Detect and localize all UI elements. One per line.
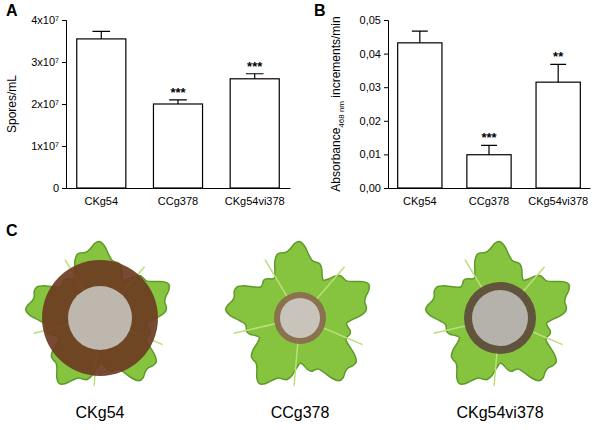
y-tick-label: 0,02 (360, 115, 381, 127)
y-tick-label: 0,05 (360, 14, 381, 26)
x-tick: CKg54 (403, 188, 437, 207)
y-axis-label-part: increments/min (329, 16, 343, 101)
lesion (42, 260, 158, 376)
x-tick-label: CKg54vi378 (528, 195, 588, 207)
bar (153, 104, 202, 188)
x-tick-label: CCg378 (469, 195, 509, 207)
y-tick-mark (384, 87, 388, 88)
y-tick-label: 0,04 (360, 48, 381, 60)
y-tick-label: 0,00 (360, 182, 381, 194)
x-axis: CKg54 CCg378 CKg54vi378 (67, 188, 291, 207)
error-bar (481, 145, 497, 154)
photo-label: CKg54vi378 (456, 404, 543, 421)
photo-label: CCg378 (271, 404, 330, 421)
significance: *** (170, 85, 186, 100)
y-tick-label: 1x10⁷ (31, 140, 59, 152)
lesion-center (280, 298, 320, 338)
plot-area (77, 31, 280, 188)
panel-1: B0,000,010,020,030,040,05CKg54CCg378CKg5… (314, 2, 591, 207)
x-axis: CKg54 CCg378 CKg54vi378 (389, 188, 591, 207)
x-tick-label: CCg378 (158, 195, 198, 207)
lesion (464, 282, 536, 354)
lesion-center (472, 290, 528, 346)
leaf-photo (226, 242, 370, 386)
significance: ** (553, 49, 564, 64)
x-tick: CKg54vi378 (225, 188, 285, 207)
bar (230, 79, 279, 188)
y-axis-line (384, 21, 389, 189)
y-axis-label-part: Absorbance (329, 127, 343, 191)
y-tick: 4x10⁷ (31, 14, 66, 26)
x-axis-line (389, 188, 591, 189)
panel-letter: B (314, 2, 326, 19)
x-tick-label: CKg54 (84, 195, 118, 207)
y-tick: 0,00 (360, 182, 388, 194)
bar (467, 155, 511, 188)
panel-letter: A (6, 2, 18, 19)
y-tick-mark (384, 121, 388, 122)
error-bar (412, 31, 428, 43)
y-axis-label: Spores/mL (5, 75, 19, 133)
y-tick-label: 0 (53, 182, 59, 194)
y-tick-mark (62, 146, 66, 147)
leaf (26, 242, 170, 385)
y-axis-line (62, 21, 67, 189)
y-tick-label: 2x10⁷ (31, 98, 59, 110)
y-tick: 0,03 (360, 81, 388, 93)
x-tick-label: CKg54vi378 (225, 195, 285, 207)
photo-label: CKg54 (76, 404, 125, 421)
panel-0: A 0 1x10⁷ 2x10⁷ 3x10⁷ 4x10⁷ CKg54 CCg378 CKg54vi… (5, 2, 291, 207)
y-tick-mark (384, 20, 388, 21)
y-tick-mark (62, 104, 66, 105)
lesion (274, 292, 326, 344)
y-axis: 0 1x10⁷ 2x10⁷ 3x10⁷ 4x10⁷ (31, 14, 66, 194)
leaf (226, 242, 370, 385)
y-tick-mark (62, 62, 66, 63)
y-tick-mark (62, 20, 66, 21)
y-axis-label-part: Spores/mL (5, 75, 19, 133)
leaf (426, 242, 570, 385)
x-tick: CCg378 (469, 188, 509, 207)
y-tick: 0,02 (360, 115, 388, 127)
y-tick-label: 4x10⁷ (31, 14, 59, 26)
bar (398, 43, 442, 188)
significance: *** (481, 130, 497, 145)
error-bar (550, 64, 566, 82)
y-tick-mark (384, 154, 388, 155)
y-tick: 0,04 (360, 48, 388, 60)
y-tick-mark (62, 188, 66, 189)
y-tick-mark (384, 54, 388, 55)
x-tick-label: CKg54 (403, 195, 437, 207)
y-tick: 3x10⁷ (31, 56, 66, 68)
y-tick-mark (384, 188, 388, 189)
lesion-center (68, 286, 132, 350)
significance: *** (247, 59, 263, 74)
y-axis-label: Absorbance468 nm increments/min (329, 16, 346, 191)
x-axis-line (67, 188, 291, 189)
x-tick: CKg54vi378 (528, 188, 588, 207)
y-tick: 2x10⁷ (31, 98, 66, 110)
y-tick-label: 0,01 (360, 148, 381, 160)
y-axis-label-part: 468 nm (337, 101, 346, 128)
plot-area (398, 31, 581, 188)
x-tick: CCg378 (158, 188, 198, 207)
y-tick: 0 (53, 182, 66, 194)
y-tick: 0,01 (360, 148, 388, 160)
y-tick-label: 0,03 (360, 81, 381, 93)
panel-letter: C (6, 222, 18, 239)
panel-c: C CKg54 CCg378 CKg54vi378 (6, 222, 569, 421)
y-tick: 0,05 (360, 14, 388, 26)
bar (536, 82, 580, 188)
leaf-photo (26, 242, 170, 386)
y-tick-label: 3x10⁷ (31, 56, 59, 68)
figure: A 0 1x10⁷ 2x10⁷ 3x10⁷ 4x10⁷ CKg54 CCg378 CKg54vi… (0, 0, 600, 430)
error-bar (169, 100, 187, 104)
y-axis: 0,00 0,01 0,02 0,03 0,04 0,05 (360, 14, 389, 194)
leaf-photo (426, 242, 570, 386)
error-bar (246, 74, 264, 79)
bar (77, 39, 126, 188)
error-bar (92, 31, 110, 39)
y-tick: 1x10⁷ (31, 140, 66, 152)
x-tick: CKg54 (84, 188, 118, 207)
